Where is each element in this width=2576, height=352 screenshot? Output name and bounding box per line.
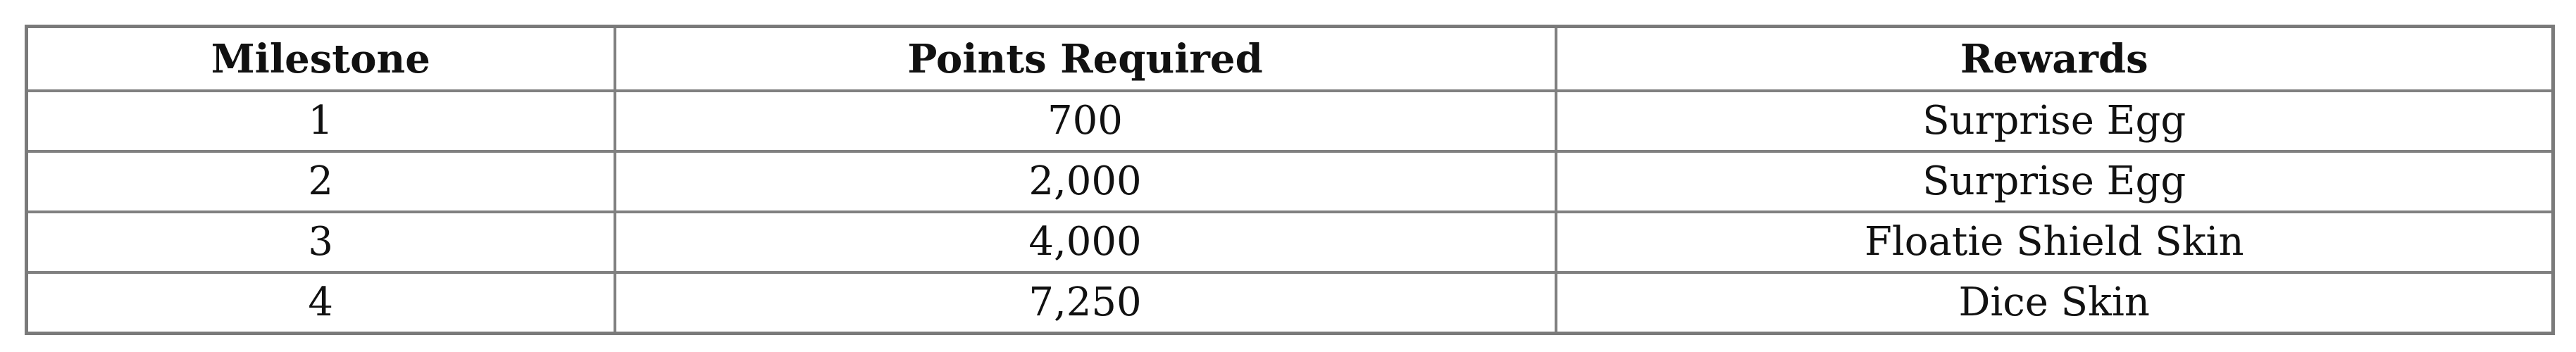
header-row: Milestone Points Required Rewards [25,25,2555,92]
header-points-required: Points Required [613,25,1557,92]
milestone-rewards-table: Milestone Points Required Rewards 1 700 … [25,25,2555,335]
points-cell: 700 [613,89,1557,153]
points-cell: 2,000 [613,150,1557,213]
milestone-cell: 2 [25,150,616,213]
reward-cell: Floatie Shield Skin [1554,210,2555,274]
points-cell: 7,250 [613,271,1557,335]
header-milestone: Milestone [25,25,616,92]
table-row: 4 7,250 Dice Skin [25,271,2555,335]
table-row: 1 700 Surprise Egg [25,89,2555,153]
points-cell: 4,000 [613,210,1557,274]
milestone-cell: 3 [25,210,616,274]
reward-cell: Surprise Egg [1554,89,2555,153]
table-row: 2 2,000 Surprise Egg [25,150,2555,213]
table-row: 3 4,000 Floatie Shield Skin [25,210,2555,274]
reward-cell: Surprise Egg [1554,150,2555,213]
milestone-cell: 4 [25,271,616,335]
milestone-cell: 1 [25,89,616,153]
reward-cell: Dice Skin [1554,271,2555,335]
header-rewards: Rewards [1554,25,2555,92]
